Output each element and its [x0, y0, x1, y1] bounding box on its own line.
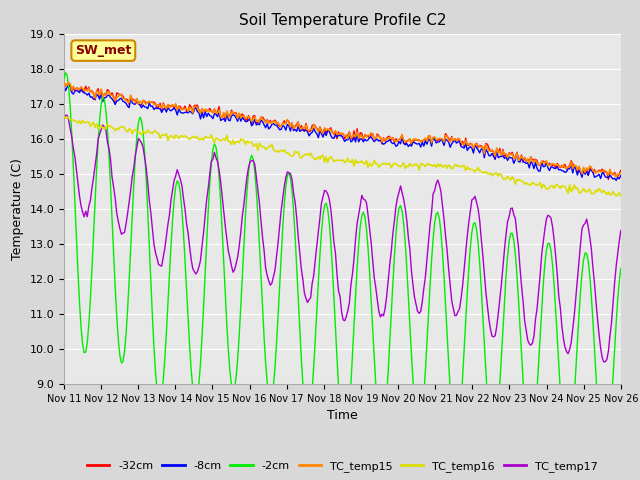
TC_temp15: [303, 127, 311, 133]
-32cm: [303, 127, 311, 132]
TC_temp17: [130, 165, 138, 170]
TC_temp17: [246, 159, 254, 165]
Line: -32cm: -32cm: [64, 83, 621, 180]
TC_temp16: [254, 147, 262, 153]
Line: TC_temp15: TC_temp15: [64, 83, 621, 177]
TC_temp15: [254, 118, 262, 123]
-2cm: [246, 156, 254, 162]
TC_temp16: [129, 131, 136, 137]
Y-axis label: Temperature (C): Temperature (C): [11, 158, 24, 260]
-8cm: [228, 113, 236, 119]
-2cm: [255, 242, 263, 248]
TC_temp15: [226, 114, 234, 120]
TC_temp16: [617, 193, 625, 199]
TC_temp16: [244, 140, 252, 145]
Line: -8cm: -8cm: [64, 85, 621, 180]
Legend: -32cm, -8cm, -2cm, TC_temp15, TC_temp16, TC_temp17: -32cm, -8cm, -2cm, TC_temp15, TC_temp16,…: [83, 457, 602, 477]
TC_temp15: [244, 114, 252, 120]
-8cm: [617, 173, 625, 179]
-32cm: [605, 177, 612, 182]
TC_temp17: [305, 297, 313, 302]
TC_temp17: [228, 263, 236, 269]
Line: -2cm: -2cm: [64, 73, 621, 468]
-8cm: [255, 122, 263, 128]
-8cm: [130, 101, 138, 107]
TC_temp16: [226, 139, 234, 144]
TC_temp17: [588, 246, 595, 252]
-2cm: [61, 70, 69, 76]
-8cm: [65, 83, 72, 88]
-2cm: [60, 75, 68, 81]
-8cm: [60, 83, 68, 89]
-32cm: [617, 168, 625, 173]
Text: SW_met: SW_met: [75, 44, 131, 57]
-32cm: [254, 120, 262, 125]
-2cm: [588, 293, 595, 299]
TC_temp17: [63, 112, 71, 118]
Line: TC_temp17: TC_temp17: [64, 115, 621, 362]
-2cm: [130, 181, 138, 187]
-8cm: [612, 178, 620, 183]
TC_temp15: [612, 174, 620, 180]
TC_temp17: [60, 115, 68, 120]
-8cm: [588, 168, 595, 174]
-2cm: [305, 415, 313, 421]
X-axis label: Time: Time: [327, 409, 358, 422]
Line: TC_temp16: TC_temp16: [64, 117, 621, 196]
TC_temp17: [255, 200, 263, 206]
TC_temp17: [617, 228, 625, 233]
-2cm: [617, 265, 625, 271]
-32cm: [226, 112, 234, 118]
Title: Soil Temperature Profile C2: Soil Temperature Profile C2: [239, 13, 446, 28]
TC_temp15: [586, 163, 594, 169]
-32cm: [586, 165, 594, 171]
-2cm: [228, 382, 236, 388]
TC_temp16: [60, 114, 68, 120]
TC_temp16: [303, 151, 311, 156]
TC_temp17: [600, 359, 607, 365]
-8cm: [305, 133, 313, 139]
-32cm: [129, 96, 136, 102]
-32cm: [244, 113, 252, 119]
-32cm: [60, 80, 68, 86]
TC_temp15: [129, 97, 136, 103]
TC_temp15: [617, 169, 625, 175]
TC_temp16: [586, 186, 594, 192]
-2cm: [600, 465, 607, 470]
-8cm: [246, 117, 254, 122]
TC_temp15: [60, 80, 68, 85]
